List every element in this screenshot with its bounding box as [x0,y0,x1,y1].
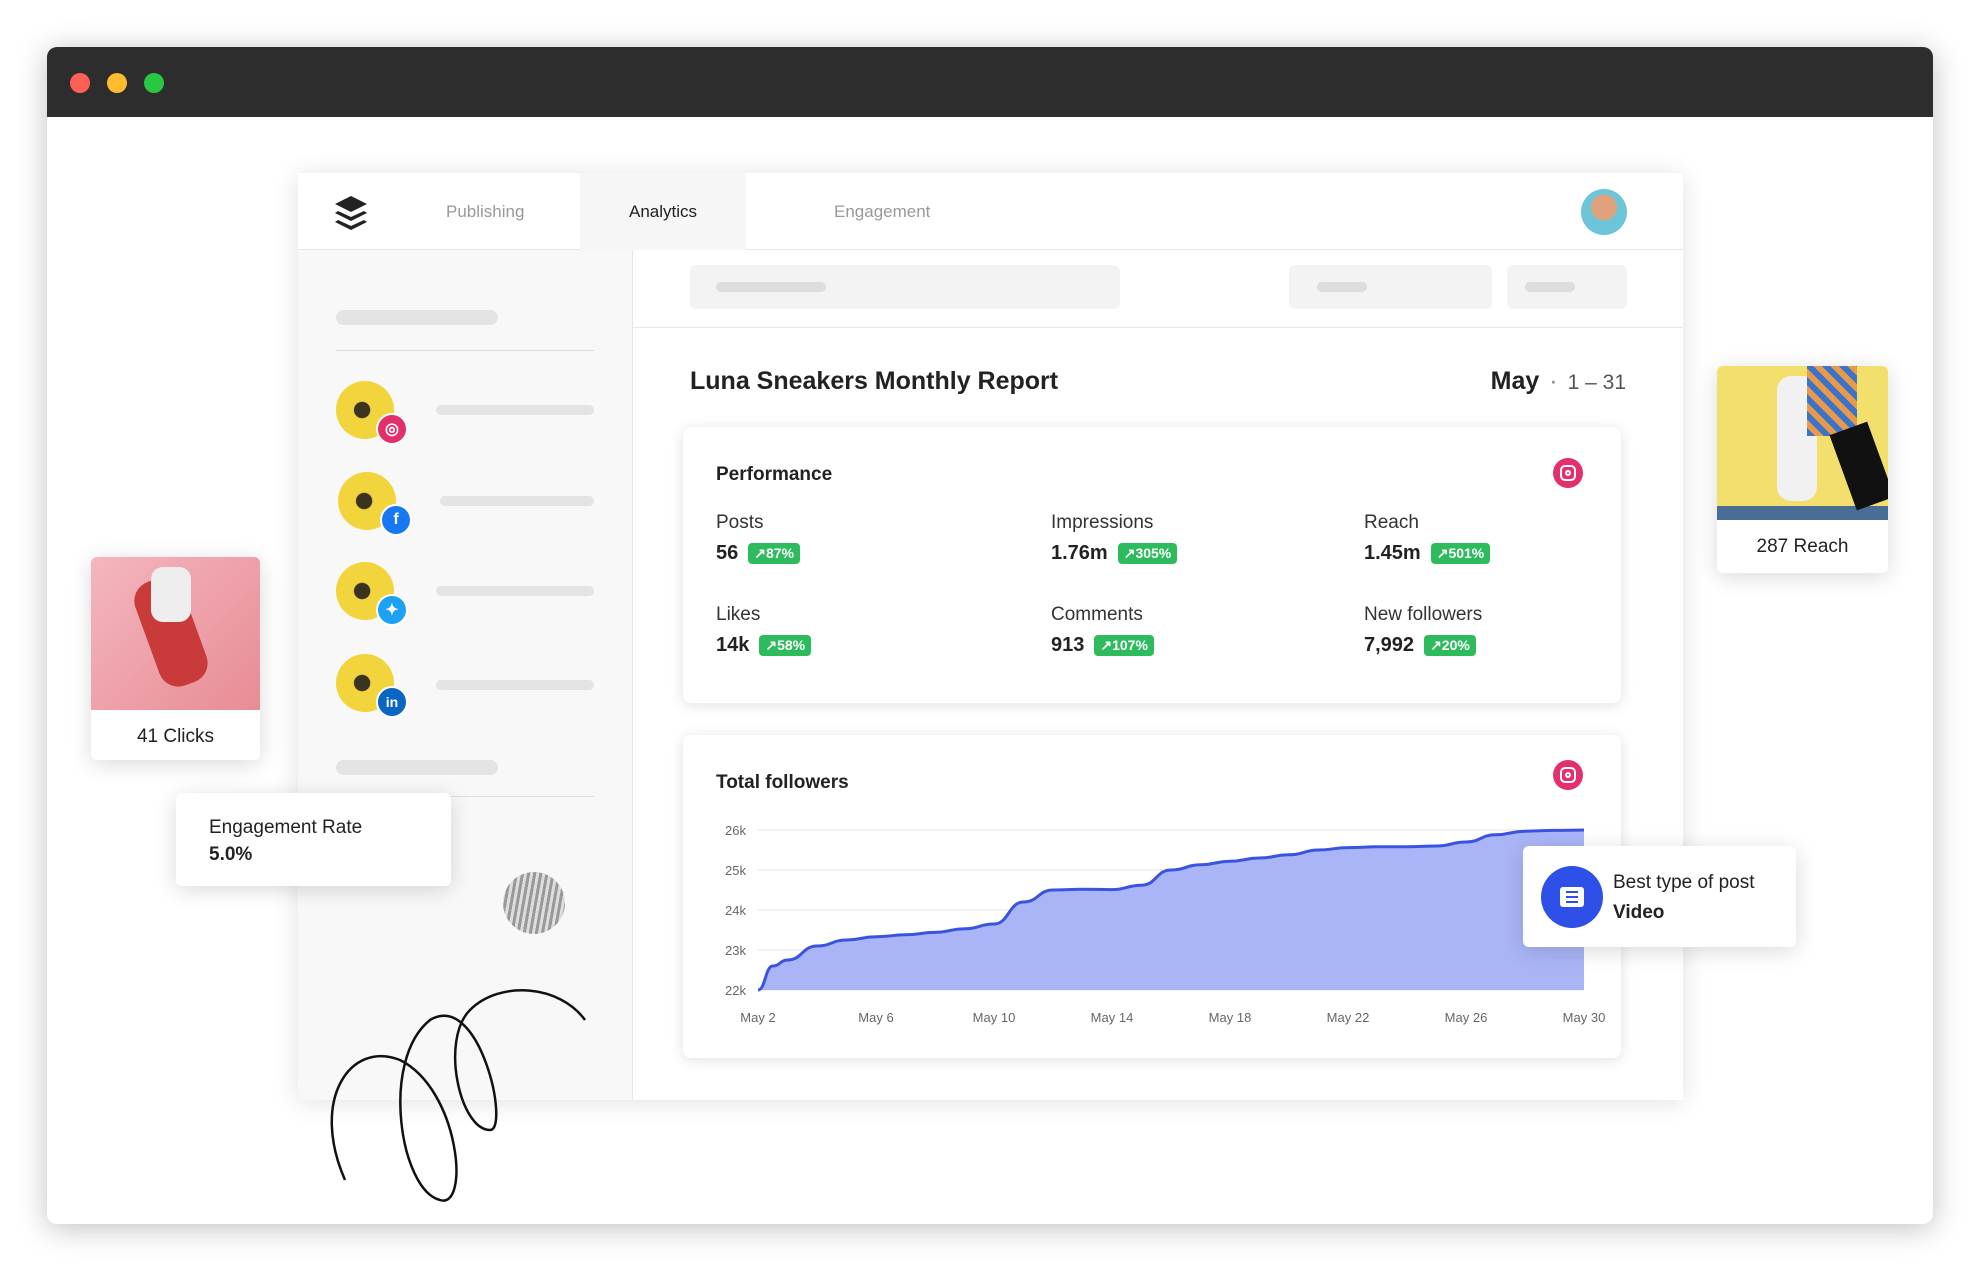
post-type-icon [1541,866,1603,928]
texture-image [503,872,565,934]
linkedin-icon: in [376,686,408,718]
change-badge: ↗87% [748,543,801,564]
engagement-value: 5.0% [209,844,253,865]
close-button[interactable] [70,73,90,93]
change-badge: ↗305% [1117,543,1178,564]
stat-likes: Likes 14k ↗58% [716,604,812,657]
y-tick-label: 22k [725,983,746,998]
clicks-label: 41 Clicks [136,726,215,747]
placeholder-bar [440,496,594,506]
app-panel: Publishing Analytics Engagement ◎ f ✦ in [298,173,1683,1100]
best-post-label: Best type of post [1613,872,1755,893]
x-tick-label: May 18 [1209,1010,1252,1025]
report-title: Luna Sneakers Monthly Report [690,367,1059,395]
stat-value: 7,992 [1364,634,1415,656]
instagram-icon [1553,458,1583,488]
divider [336,350,594,351]
report-date[interactable]: May · 1 – 31 [1490,367,1626,395]
reach-label: 287 Reach [1756,536,1849,557]
stat-label: Impressions [1051,512,1154,533]
y-tick-label: 26k [725,823,746,838]
engagement-label: Engagement Rate [209,817,363,838]
x-tick-label: May 10 [973,1010,1016,1025]
sneaker-photo [91,557,260,710]
performance-card: Performance Posts 56 ↗87% Impressions 1.76… [683,427,1621,703]
y-tick-label: 24k [725,903,746,918]
engagement-rate-card: Engagement Rate 5.0% [176,793,451,886]
twitter-icon: ✦ [376,594,408,626]
stat-comments: Comments 913 ↗107% [1051,604,1154,657]
best-post-value: Video [1613,902,1665,923]
series-line [757,828,1585,992]
placeholder-bar [336,760,498,775]
search-placeholder[interactable] [690,265,1120,309]
sneaker-photo [1717,366,1888,520]
reach-card: 287 Reach [1717,366,1888,573]
stat-value: 56 [716,542,739,564]
buffer-logo-icon[interactable] [334,195,368,233]
tab-engagement[interactable]: Engagement [834,202,931,221]
stat-new-followers: New followers 7,992 ↗20% [1364,604,1482,657]
stat-reach: Reach 1.45m ↗501% [1364,512,1491,565]
followers-title: Total followers [716,772,849,793]
change-badge: ↗58% [759,635,812,656]
followers-chart: 26k 25k 24k 23k 22k May 2 May 6 May 10 May 14 May… [725,823,1606,1025]
divider [336,796,594,797]
change-badge: ↗107% [1094,635,1154,656]
stat-value: 913 [1051,634,1085,656]
tab-publishing[interactable]: Publishing [446,202,525,221]
stat-value: 1.76m [1051,542,1108,564]
stat-label: Posts [716,512,764,533]
minimize-button[interactable] [107,73,127,93]
x-tick-label: May 2 [740,1010,775,1025]
best-post-card: Best type of post Video [1523,846,1796,947]
x-tick-label: May 26 [1445,1010,1488,1025]
stat-value: 14k [716,634,750,656]
performance-title: Performance [716,464,833,485]
title-bar [47,47,1933,117]
area-fill [758,830,1584,990]
export-placeholder[interactable] [1507,265,1627,309]
toolbar [633,250,1683,328]
placeholder-bar [336,310,498,325]
scribble-decoration [330,989,587,1202]
stat-label: Likes [716,604,761,625]
facebook-icon: f [380,504,412,536]
x-tick-label: May 30 [1563,1010,1606,1025]
x-tick-label: May 6 [858,1010,893,1025]
instagram-icon [1553,760,1583,790]
filter-placeholder[interactable] [1289,265,1492,309]
change-badge: ↗20% [1424,635,1476,656]
y-tick-label: 23k [725,943,746,958]
stat-label: New followers [1364,604,1483,625]
user-avatar[interactable] [1581,189,1627,235]
stat-posts: Posts 56 ↗87% [716,512,801,565]
placeholder-bar [436,680,594,690]
report-range: 1 – 31 [1567,371,1626,394]
placeholder-bar [436,405,594,415]
instagram-icon: ◎ [376,413,408,445]
maximize-button[interactable] [144,73,164,93]
stat-impressions: Impressions 1.76m ↗305% [1051,512,1178,565]
placeholder-bar [436,586,594,596]
stat-label: Reach [1364,512,1419,533]
main-content: Luna Sneakers Monthly Report May · 1 – 31 … [633,250,1683,1100]
stat-value: 1.45m [1364,542,1421,564]
y-tick-label: 25k [725,863,746,878]
change-badge: ↗501% [1430,543,1491,564]
stat-label: Comments [1051,604,1143,625]
tab-analytics[interactable]: Analytics [580,173,746,250]
followers-card: Total followers 26k 25k 24k 23k 22k May 2 May … [683,735,1621,1058]
report-month: May [1490,367,1540,395]
sidebar: ◎ f ✦ in [298,250,633,1100]
top-nav: Publishing Analytics Engagement [298,173,1683,250]
x-tick-label: May 22 [1327,1010,1370,1025]
clicks-card: 41 Clicks [91,557,260,760]
x-tick-label: May 14 [1091,1010,1134,1025]
